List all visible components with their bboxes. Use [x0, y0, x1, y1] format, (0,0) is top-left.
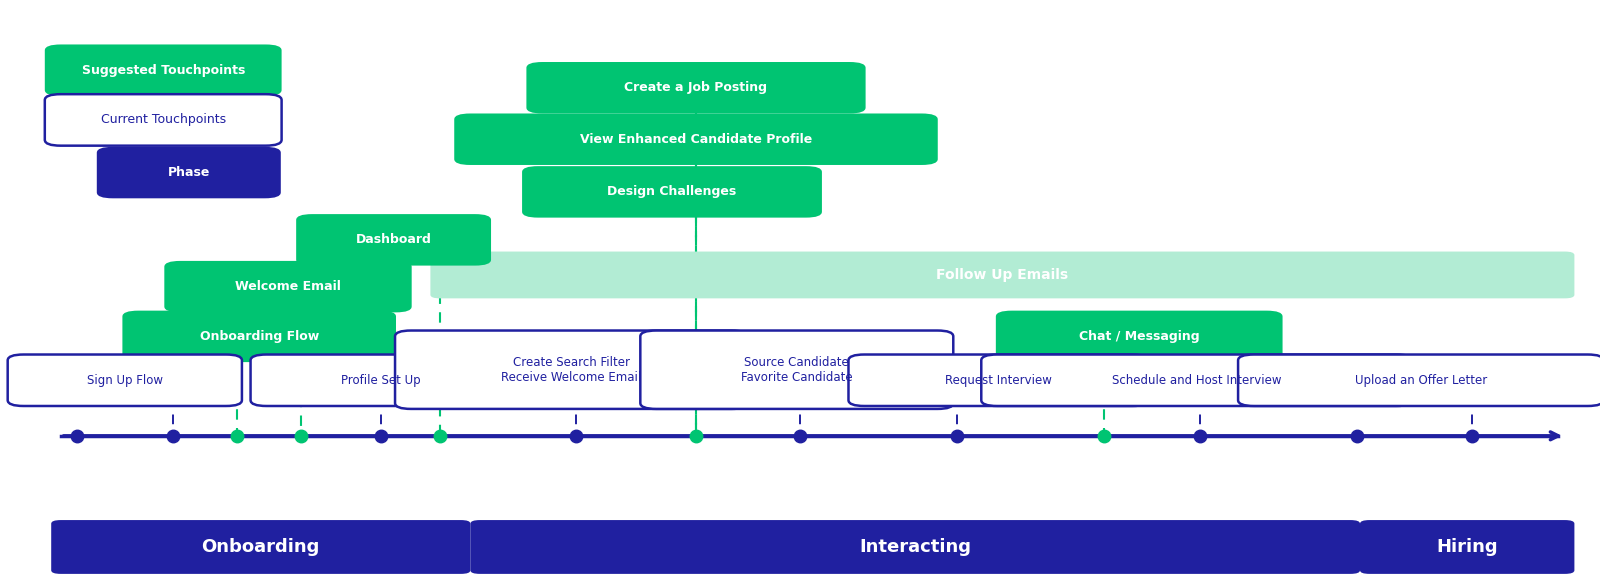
FancyBboxPatch shape — [995, 311, 1283, 362]
Text: Suggested Touchpoints: Suggested Touchpoints — [82, 64, 245, 77]
Text: Phase: Phase — [168, 166, 210, 179]
FancyBboxPatch shape — [395, 331, 747, 409]
Text: View Enhanced Candidate Profile: View Enhanced Candidate Profile — [579, 133, 813, 146]
Text: Interacting: Interacting — [859, 538, 971, 556]
FancyBboxPatch shape — [522, 166, 822, 218]
FancyBboxPatch shape — [165, 261, 411, 312]
Text: Chat / Messaging: Chat / Messaging — [1078, 330, 1200, 343]
FancyBboxPatch shape — [640, 331, 954, 409]
Text: Upload an Offer Letter: Upload an Offer Letter — [1355, 374, 1486, 387]
FancyBboxPatch shape — [296, 214, 491, 266]
Text: Onboarding: Onboarding — [202, 538, 320, 556]
FancyBboxPatch shape — [122, 311, 397, 362]
Text: Welcome Email: Welcome Email — [235, 280, 341, 293]
FancyBboxPatch shape — [526, 62, 866, 113]
FancyBboxPatch shape — [454, 113, 938, 165]
FancyBboxPatch shape — [848, 355, 1149, 406]
Text: Dashboard: Dashboard — [355, 233, 432, 246]
FancyBboxPatch shape — [430, 252, 1574, 298]
Text: Request Interview: Request Interview — [946, 374, 1051, 387]
Text: Follow Up Emails: Follow Up Emails — [936, 268, 1069, 282]
Text: Sign Up Flow: Sign Up Flow — [86, 374, 163, 387]
Text: Hiring: Hiring — [1437, 538, 1498, 556]
Text: Profile Set Up: Profile Set Up — [341, 374, 421, 387]
FancyBboxPatch shape — [470, 520, 1360, 574]
Text: Design Challenges: Design Challenges — [608, 185, 736, 198]
FancyBboxPatch shape — [981, 355, 1413, 406]
Text: Create a Job Posting: Create a Job Posting — [624, 81, 768, 94]
FancyBboxPatch shape — [45, 44, 282, 96]
Text: Current Touchpoints: Current Touchpoints — [101, 113, 226, 126]
FancyBboxPatch shape — [45, 94, 282, 146]
FancyBboxPatch shape — [8, 355, 242, 406]
FancyBboxPatch shape — [1238, 355, 1600, 406]
Text: Create Search Filter
Receive Welcome Email: Create Search Filter Receive Welcome Ema… — [501, 356, 642, 384]
FancyBboxPatch shape — [1360, 520, 1574, 574]
FancyBboxPatch shape — [251, 355, 510, 406]
FancyBboxPatch shape — [96, 147, 280, 198]
Text: Schedule and Host Interview: Schedule and Host Interview — [1112, 374, 1282, 387]
Text: Onboarding Flow: Onboarding Flow — [200, 330, 318, 343]
FancyBboxPatch shape — [51, 520, 470, 574]
Text: Source Candidate
Favorite Candidate: Source Candidate Favorite Candidate — [741, 356, 853, 384]
